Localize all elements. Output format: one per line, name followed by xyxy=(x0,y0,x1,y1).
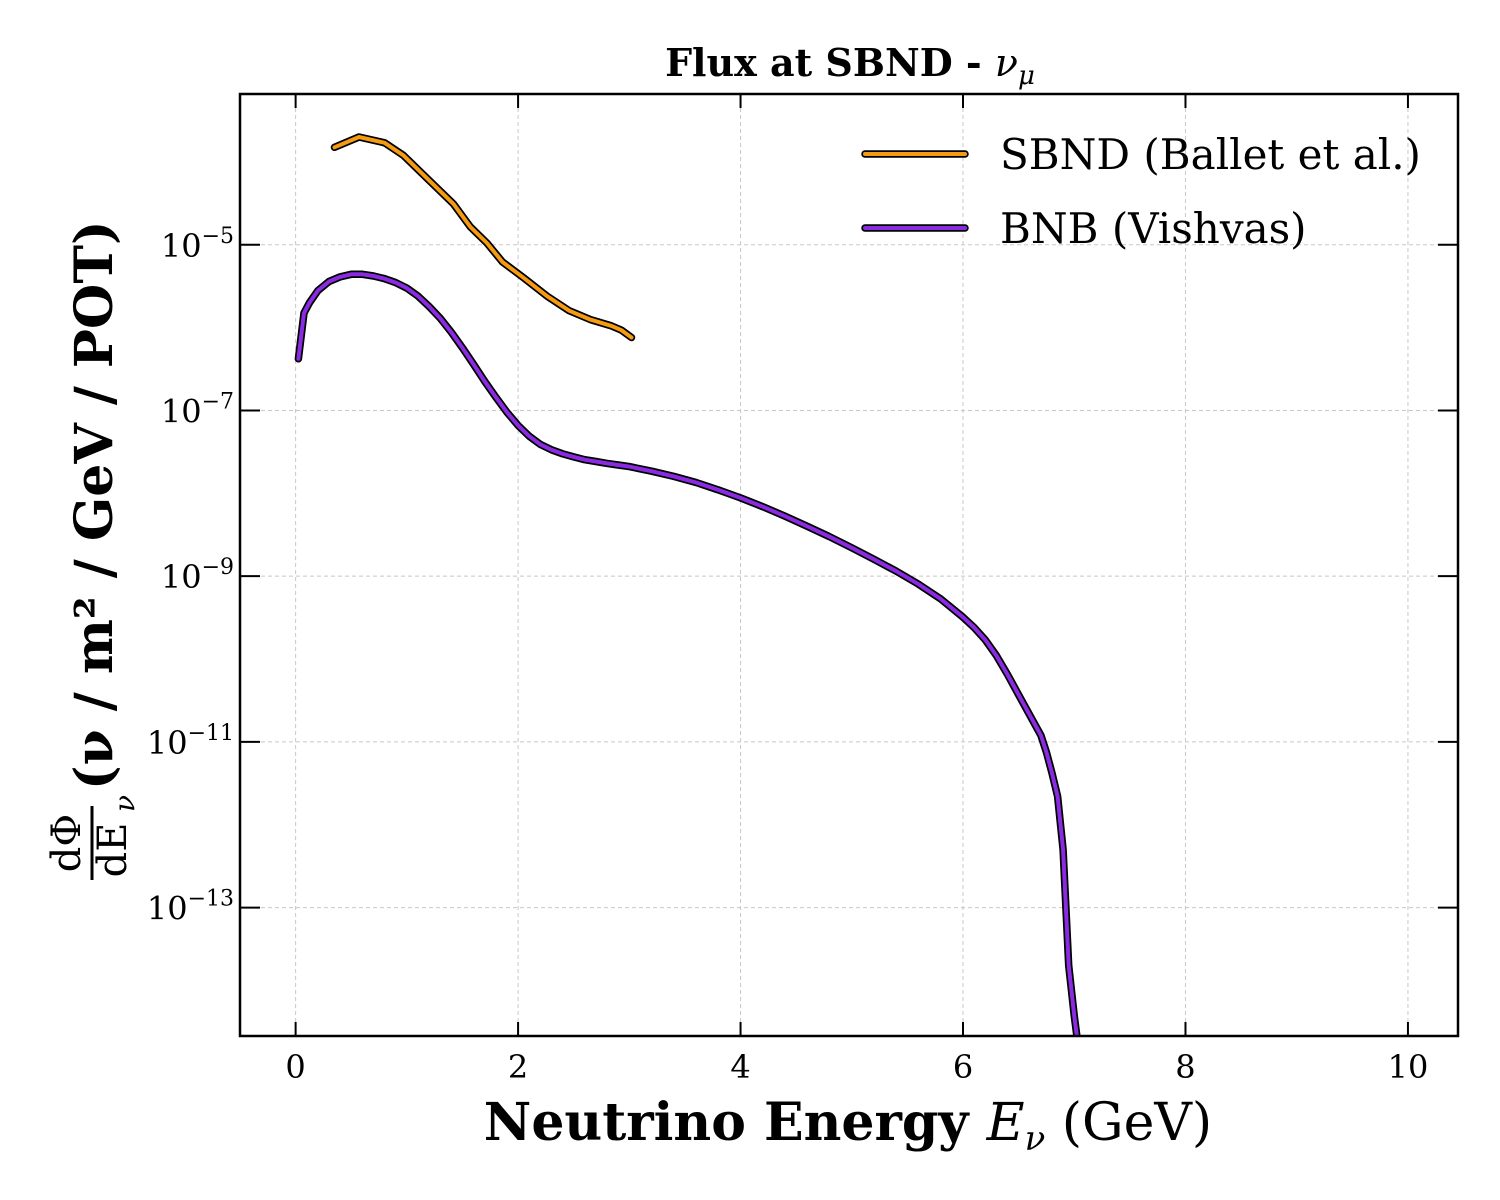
axis-ticks xyxy=(240,94,1458,1036)
x-tick-label: 8 xyxy=(1175,1048,1195,1086)
series-line-0 xyxy=(332,135,634,340)
x-tick-labels: 0 2 4 6 8 10 xyxy=(285,1048,1428,1086)
y-tick-label: 10−5 xyxy=(161,224,234,265)
chart-title: Flux at SBND - νμ xyxy=(665,40,1035,91)
x-tick-label: 10 xyxy=(1388,1048,1429,1086)
series-line-1 xyxy=(296,272,1079,1036)
x-tick-label: 0 xyxy=(285,1048,305,1086)
y-axis-fraction-denominator: dE xyxy=(90,823,136,878)
plot-frame xyxy=(238,92,1460,1038)
legend-label-1: BNB (Vishvas) xyxy=(1000,204,1307,253)
legend: SBND (Ballet et al.) BNB (Vishvas) xyxy=(861,130,1421,253)
y-tick-labels: 10−5 10−7 10−9 10−11 10−13 xyxy=(147,224,234,928)
x-tick-label: 6 xyxy=(953,1048,973,1086)
x-tick-label: 2 xyxy=(508,1048,528,1086)
y-tick-label: 10−13 xyxy=(147,887,234,928)
y-axis-label: dΦ dE ν (ν / m² / GeV / POT) xyxy=(44,220,141,880)
y-axis-label-text: (ν / m² / GeV / POT) xyxy=(64,220,125,790)
grid-lines xyxy=(240,94,1458,1036)
y-tick-label: 10−7 xyxy=(161,389,234,430)
y-axis-fraction-numerator: dΦ xyxy=(44,814,90,872)
y-tick-label: 10−9 xyxy=(161,555,234,596)
x-axis-label: Neutrino Energy Eν (GeV) xyxy=(484,1092,1212,1159)
series-lines xyxy=(294,133,1081,1036)
y-axis-fraction-denominator-sub: ν xyxy=(108,795,141,812)
y-tick-label: 10−11 xyxy=(147,721,234,762)
x-tick-label: 4 xyxy=(730,1048,750,1086)
legend-label-0: SBND (Ballet et al.) xyxy=(1000,130,1421,179)
